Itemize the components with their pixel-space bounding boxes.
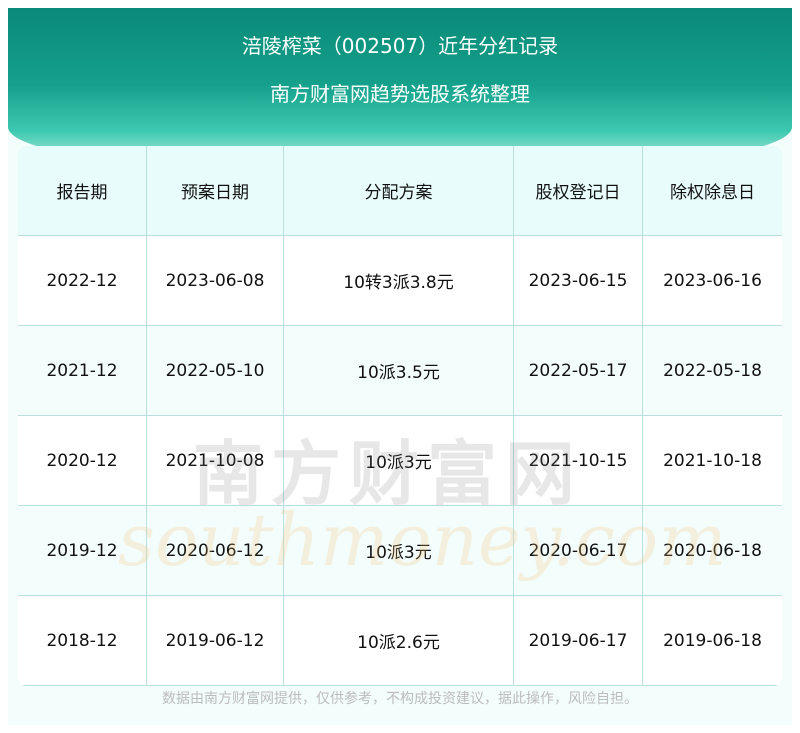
table-header-row: 报告期 预案日期 分配方案 股权登记日 除权除息日 [18,146,782,236]
table-cell: 2019-06-12 [147,596,284,685]
table-cell: 2020-06-12 [147,506,284,595]
table-row: 2022-12 2023-06-08 10转3派3.8元 2023-06-15 2023… [18,236,782,326]
dividend-table: 报告期 预案日期 分配方案 股权登记日 除权除息日 2022-12 2023-06… [18,146,782,686]
table-cell: 2019-06-17 [514,596,643,685]
table-cell: 2020-06-18 [663,540,762,561]
table-cell: 2018-12 [18,596,147,685]
table-cell: 2021-10-08 [147,416,284,505]
column-header: 股权登记日 [514,146,643,235]
table-cell: 2021-10-18 [663,450,762,471]
table-row: 2020-12 2021-10-08 10派3元 2021-10-15 2021-10-… [18,416,782,506]
table-cell: 2022-05-17 [514,326,643,415]
table-row: 2021-12 2022-05-10 10派3.5元 2022-05-17 2022-0… [18,326,782,416]
table-cell: 2023-06-08 [147,236,284,325]
column-header: 除权除息日 [670,183,755,203]
table-cell: 2023-06-16 [663,270,762,291]
table-cell: 10派3元 [284,506,514,595]
table-cell: 2020-06-17 [514,506,643,595]
page-subtitle: 南方财富网趋势选股系统整理 [270,82,530,106]
table-cell: 2019-12 [18,506,147,595]
table-cell: 2022-12 [18,236,147,325]
dividend-card: 涪陵榨菜（002507）近年分红记录 南方财富网趋势选股系统整理 报告期 预案日… [8,8,792,725]
disclaimer: 数据由南方财富网提供，仅供参考，不构成投资建议，据此操作，风险自担。 [162,691,638,707]
column-header: 预案日期 [147,146,284,235]
column-header: 报告期 [18,146,147,235]
table-cell: 2023-06-15 [514,236,643,325]
table-row: 2018-12 2019-06-12 10派2.6元 2019-06-17 2019-0… [18,596,782,686]
table-cell: 2021-12 [18,326,147,415]
table-cell: 10派3元 [284,416,514,505]
column-header: 分配方案 [284,146,514,235]
table-cell: 2022-05-18 [663,360,762,381]
table-cell: 2022-05-10 [147,326,284,415]
page-title: 涪陵榨菜（002507）近年分红记录 [241,34,559,58]
table-cell: 2021-10-15 [514,416,643,505]
table-cell: 10派2.6元 [284,596,514,685]
table-row: 2019-12 2020-06-12 10派3元 2020-06-17 2020-06-… [18,506,782,596]
table-cell: 10派3.5元 [284,326,514,415]
table-cell: 2019-06-18 [663,630,762,651]
table-cell: 10转3派3.8元 [284,236,514,325]
table-cell: 2020-12 [18,416,147,505]
